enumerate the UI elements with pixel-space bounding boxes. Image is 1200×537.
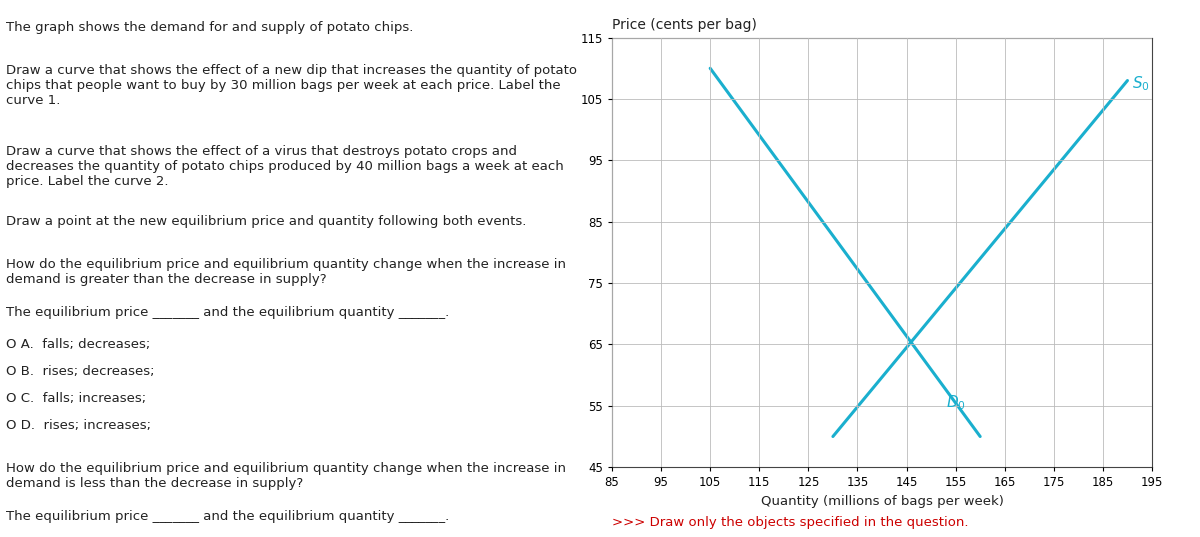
Text: The equilibrium price _______ and the equilibrium quantity _______.: The equilibrium price _______ and the eq…	[6, 510, 449, 523]
Text: Price (cents per bag): Price (cents per bag)	[612, 18, 757, 32]
Text: Draw a curve that shows the effect of a virus that destroys potato crops and
dec: Draw a curve that shows the effect of a …	[6, 145, 563, 188]
Text: O A.  falls; decreases;: O A. falls; decreases;	[6, 338, 150, 351]
Text: Draw a point at the new equilibrium price and quantity following both events.: Draw a point at the new equilibrium pric…	[6, 215, 526, 228]
Text: How do the equilibrium price and equilibrium quantity change when the increase i: How do the equilibrium price and equilib…	[6, 258, 565, 286]
Text: O D.  rises; increases;: O D. rises; increases;	[6, 419, 150, 432]
Text: Draw a curve that shows the effect of a new dip that increases the quantity of p: Draw a curve that shows the effect of a …	[6, 64, 576, 107]
Text: >>> Draw only the objects specified in the question.: >>> Draw only the objects specified in t…	[612, 516, 968, 528]
Text: $S_0$: $S_0$	[1133, 75, 1150, 93]
Text: O B.  rises; decreases;: O B. rises; decreases;	[6, 365, 154, 378]
Text: $D_0$: $D_0$	[946, 394, 966, 412]
X-axis label: Quantity (millions of bags per week): Quantity (millions of bags per week)	[761, 495, 1003, 508]
Text: O C.  falls; increases;: O C. falls; increases;	[6, 392, 145, 405]
Text: The equilibrium price _______ and the equilibrium quantity _______.: The equilibrium price _______ and the eq…	[6, 306, 449, 319]
Text: The graph shows the demand for and supply of potato chips.: The graph shows the demand for and suppl…	[6, 21, 413, 34]
Text: How do the equilibrium price and equilibrium quantity change when the increase i: How do the equilibrium price and equilib…	[6, 462, 565, 490]
